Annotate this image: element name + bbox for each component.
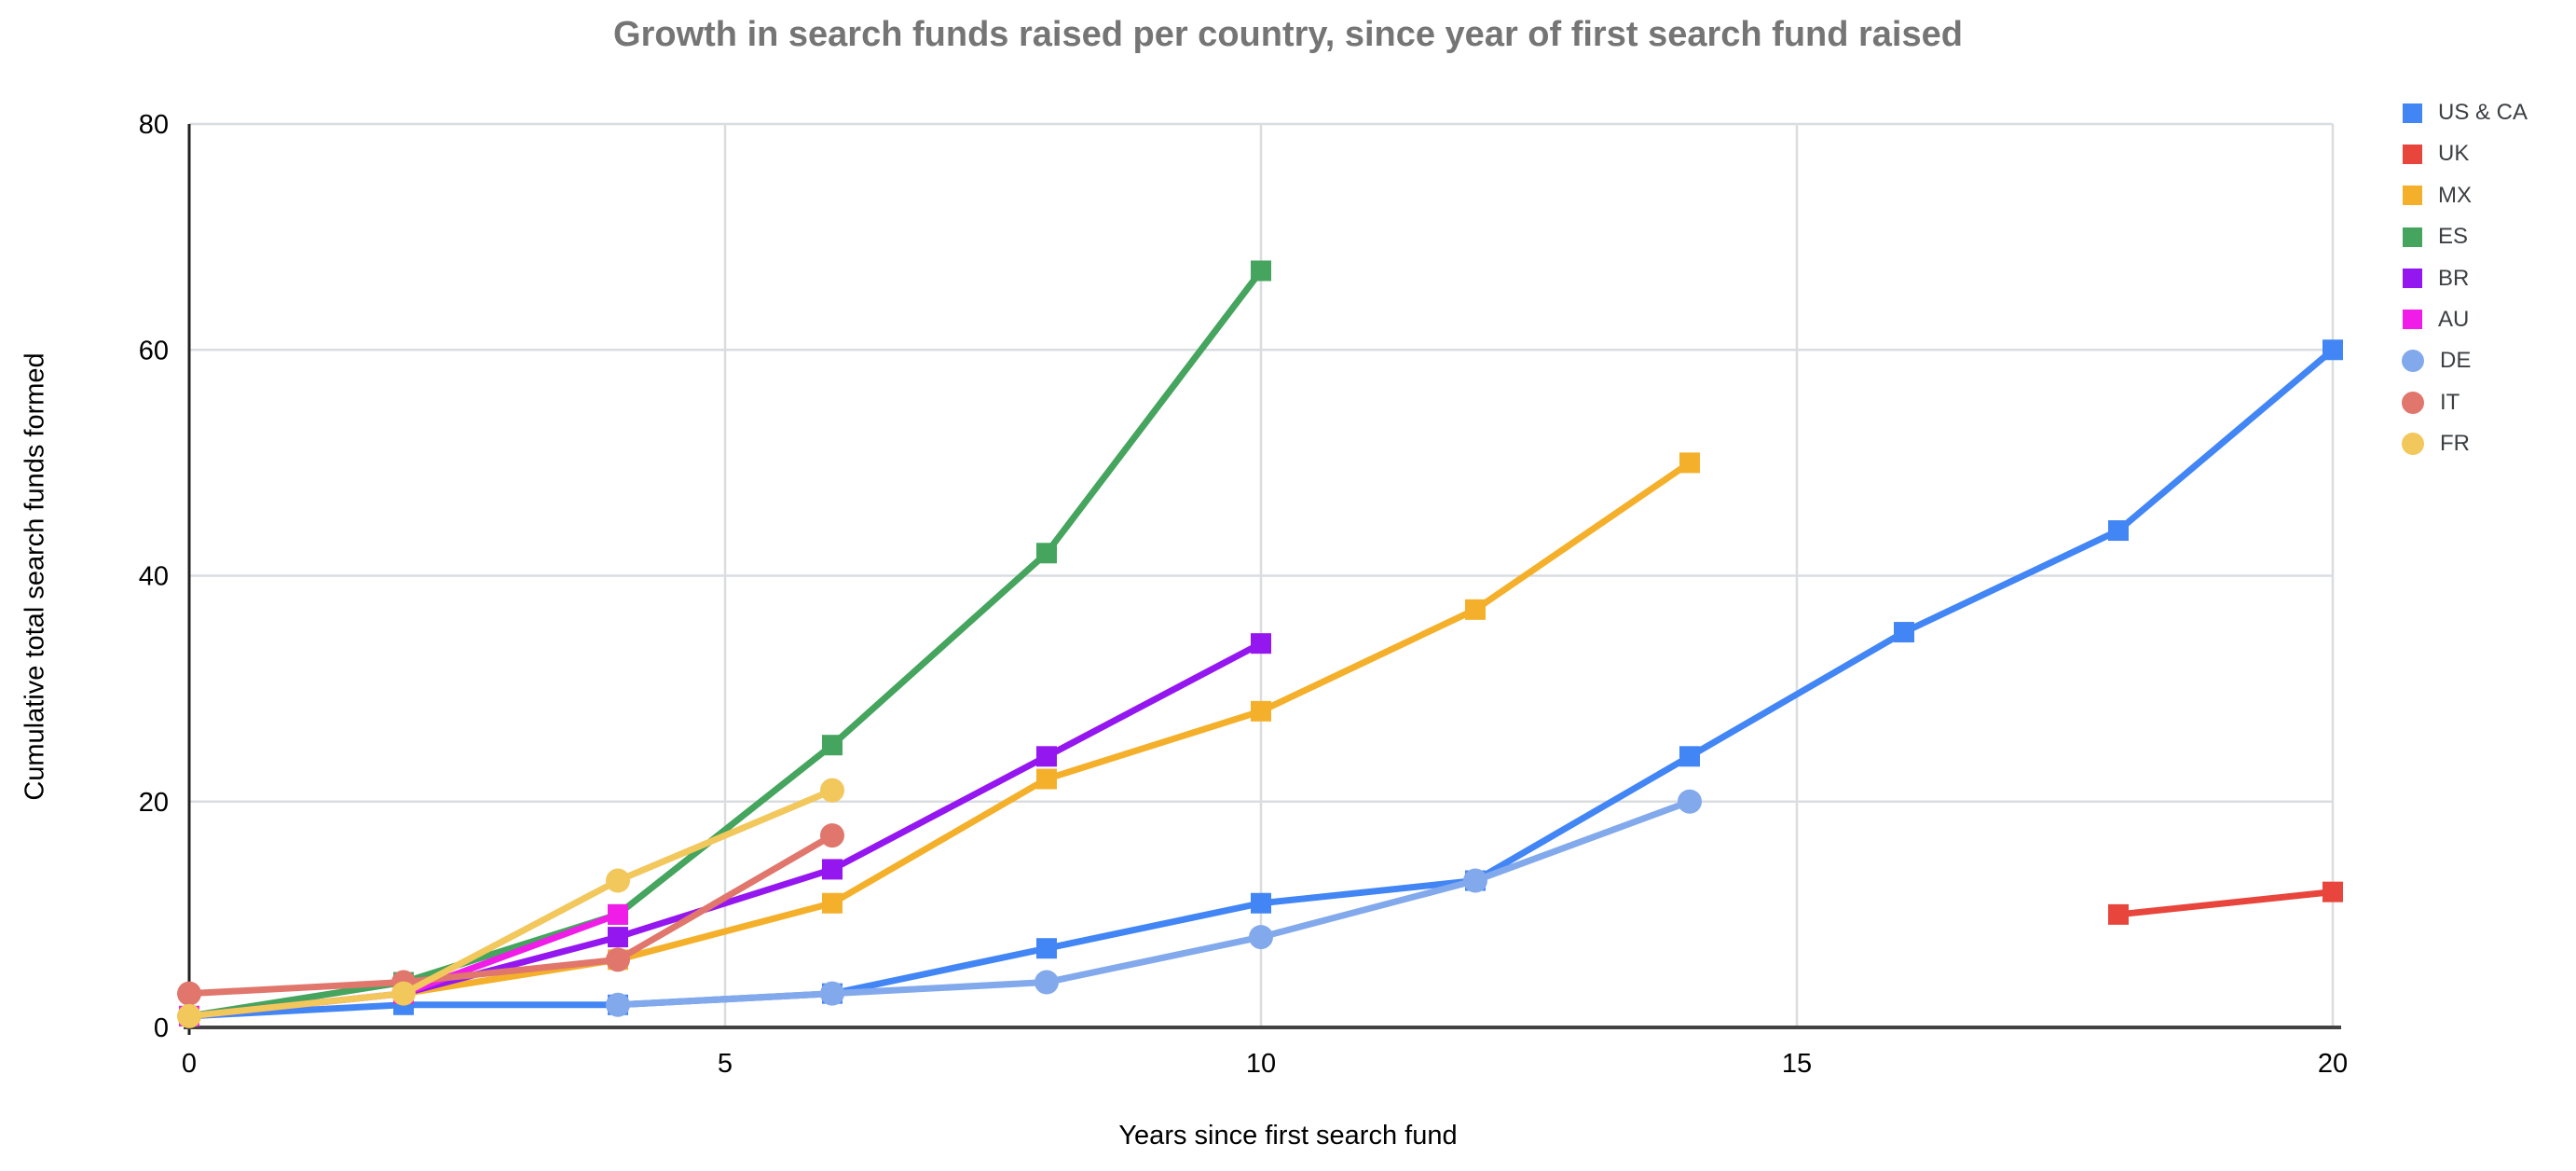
legend-swatch-au [2403, 310, 2422, 330]
series-fr-line [185, 787, 836, 1020]
y-tick-label-0: 0 [154, 1013, 169, 1043]
series-it-line [185, 832, 836, 998]
series-mx-marker [822, 892, 843, 914]
series-uk-marker [2108, 903, 2129, 925]
legend-label-it: IT [2440, 389, 2460, 415]
chart-title: Growth in search funds raised per countr… [613, 15, 1963, 54]
legend-label-fr: FR [2440, 431, 2470, 457]
series-mx-marker [1679, 452, 1700, 474]
y-tick-label-20: 20 [139, 788, 169, 818]
series-fr-marker [391, 981, 416, 1006]
legend-swatch-br [2403, 269, 2422, 289]
x-tick-label-10: 10 [1246, 1049, 1276, 1079]
legend-label-au: AU [2438, 306, 2470, 332]
series-br-marker [1251, 633, 1271, 654]
legend-item-br[interactable]: BR [2403, 265, 2528, 293]
legend-swatch-es [2403, 227, 2422, 247]
series-de-line [614, 798, 1693, 1009]
legend-item-es[interactable]: ES [2403, 223, 2528, 251]
series-it-marker [177, 981, 201, 1006]
series-br-marker [822, 859, 843, 880]
series-mx-marker [1251, 700, 1271, 722]
legend: US & CA UK MX ES BR AU DE IT FR [2402, 99, 2528, 472]
legend-label-es: ES [2438, 224, 2469, 250]
series-de-marker [820, 981, 844, 1006]
series-uk-line [2115, 889, 2336, 918]
y-tick-label-60: 60 [139, 336, 169, 365]
series-us-ca-marker [2108, 520, 2129, 542]
x-tick-label-0: 0 [182, 1049, 197, 1079]
legend-item-uk[interactable]: UK [2403, 140, 2528, 168]
y-tick-label-80: 80 [139, 110, 169, 140]
series-au-marker [608, 903, 628, 925]
legend-label-uk: UK [2438, 141, 2470, 167]
series-de-marker [1249, 925, 1273, 950]
series-fr-marker [606, 868, 630, 893]
legend-swatch-it [2402, 391, 2424, 414]
legend-item-us-ca[interactable]: US & CA [2403, 99, 2528, 127]
series-mx-line [400, 459, 1693, 998]
series-it-marker [606, 947, 630, 972]
series-de-marker [1463, 868, 1487, 893]
series-es-marker [1036, 543, 1057, 564]
legend-label-br: BR [2438, 265, 2470, 291]
legend-item-it[interactable]: IT [2402, 389, 2528, 417]
series-es-line [185, 267, 1265, 1020]
series-us-ca-marker [2323, 339, 2343, 361]
series-fr-marker [820, 778, 844, 803]
legend-swatch-fr [2402, 433, 2424, 456]
legend-item-de[interactable]: DE [2402, 347, 2528, 375]
legend-label-de: DE [2440, 348, 2472, 374]
y-axis-title: Cumulative total search funds formed [20, 352, 50, 801]
series-de-marker [1035, 970, 1059, 995]
series-us-ca-marker [1251, 892, 1271, 914]
legend-swatch-mx [2403, 186, 2422, 206]
series-es-marker [1251, 260, 1271, 282]
series-us-ca-marker [1679, 746, 1700, 767]
legend-item-mx[interactable]: MX [2403, 182, 2528, 210]
x-tick-label-15: 15 [1782, 1049, 1812, 1079]
legend-swatch-uk [2403, 144, 2422, 164]
series-mx-marker [1465, 599, 1486, 620]
series-uk-marker [2323, 881, 2343, 902]
series-fr-marker [177, 1003, 201, 1028]
series-us-ca-marker [1036, 938, 1057, 959]
series-mx-marker [1036, 768, 1057, 790]
x-tick-label-20: 20 [2318, 1049, 2348, 1079]
series-us-ca-marker [1894, 622, 1914, 643]
series-de-marker [606, 992, 630, 1017]
legend-label-mx: MX [2438, 182, 2472, 208]
series-br-marker [608, 927, 628, 948]
x-axis-title: Years since first search fund [1118, 1121, 1458, 1150]
legend-swatch-de [2402, 350, 2424, 373]
legend-item-fr[interactable]: FR [2402, 430, 2528, 458]
legend-label-us-ca: US & CA [2438, 100, 2528, 125]
legend-swatch-us-ca [2403, 103, 2422, 123]
series-de-marker [1678, 789, 1702, 814]
legend-item-au[interactable]: AU [2403, 306, 2528, 334]
series-es-marker [822, 735, 843, 756]
y-tick-label-40: 40 [139, 562, 169, 592]
series-br-marker [1036, 746, 1057, 767]
x-tick-label-5: 5 [718, 1049, 733, 1079]
series-it-marker [820, 823, 844, 848]
